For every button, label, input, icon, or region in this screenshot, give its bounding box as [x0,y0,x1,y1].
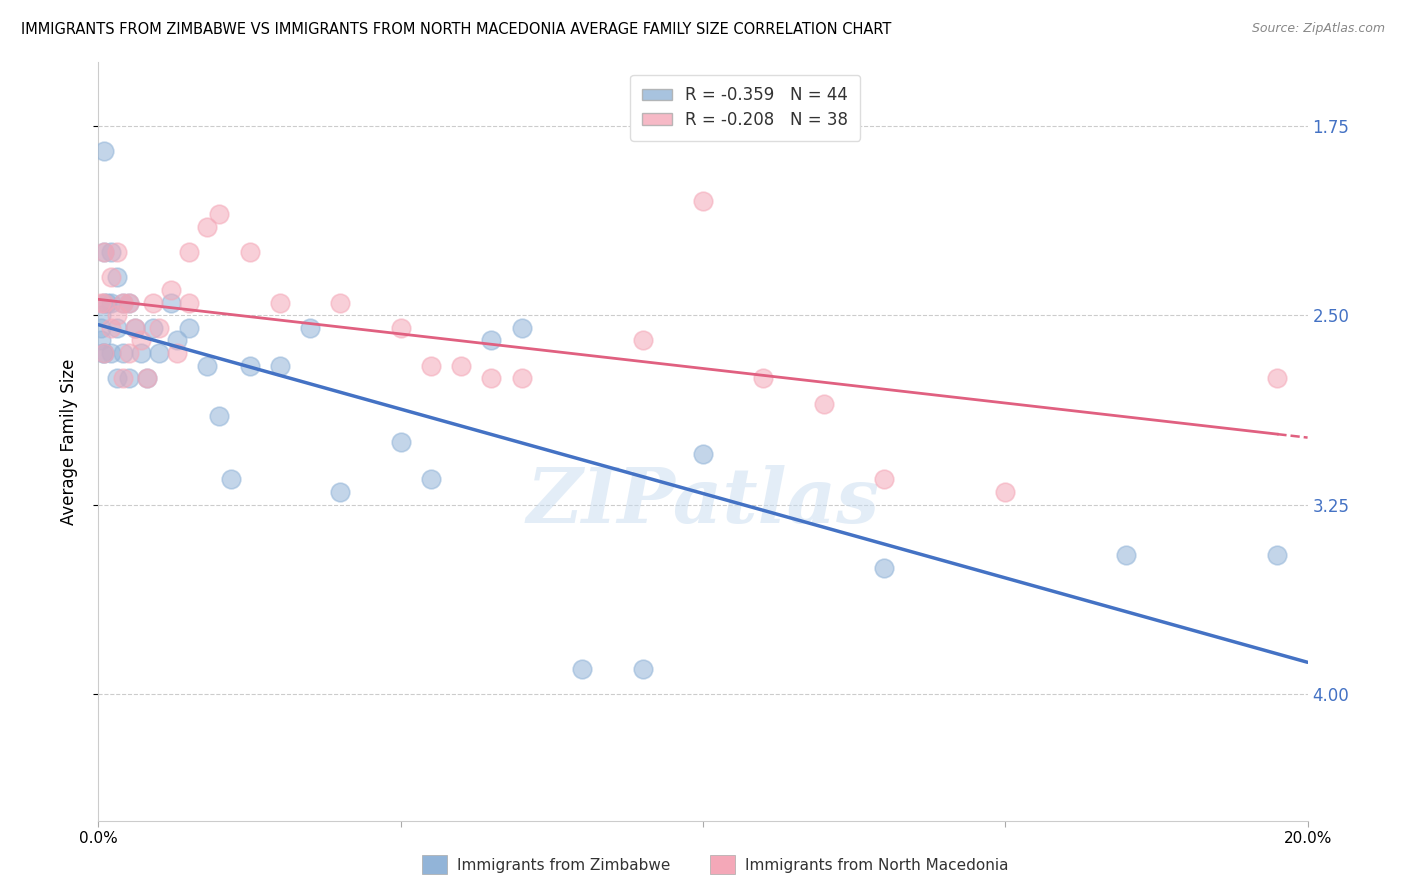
Point [100,270,122,285]
Point [93,346,115,360]
Point [111,371,134,385]
Text: Immigrants from North Macedonia: Immigrants from North Macedonia [745,858,1008,872]
Point [90,295,112,310]
Point [93,295,115,310]
Text: ZIPatlas: ZIPatlas [526,466,880,539]
Point [510,371,533,385]
Point [100,244,122,259]
Point [329,485,352,500]
Point [752,371,775,385]
Text: IMMIGRANTS FROM ZIMBABWE VS IMMIGRANTS FROM NORTH MACEDONIA AVERAGE FAMILY SIZE : IMMIGRANTS FROM ZIMBABWE VS IMMIGRANTS F… [21,22,891,37]
Point [90,334,112,348]
Point [269,359,291,373]
Point [111,346,134,360]
Point [195,219,218,234]
Point [111,295,134,310]
Point [179,320,201,334]
Text: Immigrants from Zimbabwe: Immigrants from Zimbabwe [457,858,671,872]
Point [135,371,157,385]
Point [118,371,141,385]
Point [91,346,114,360]
Point [873,473,896,487]
Point [994,485,1017,500]
Point [124,320,146,334]
Point [142,320,165,334]
Point [179,244,201,259]
Point [208,207,231,221]
Point [510,320,533,334]
Point [129,334,152,348]
Point [239,244,262,259]
Point [93,144,115,158]
Point [105,320,128,334]
Point [90,320,112,334]
Point [389,320,412,334]
Point [1267,548,1289,563]
Point [571,662,593,676]
Point [221,473,243,487]
Point [1115,548,1137,563]
Point [111,295,134,310]
Point [135,371,157,385]
Legend: R = -0.359   N = 44, R = -0.208   N = 38: R = -0.359 N = 44, R = -0.208 N = 38 [630,75,860,141]
Point [160,283,183,297]
Point [389,434,412,449]
Point [195,359,218,373]
Point [420,473,443,487]
Point [813,396,835,410]
Point [160,295,183,310]
Point [481,334,503,348]
Point [299,320,322,334]
Point [129,346,152,360]
Point [118,346,141,360]
Point [269,295,291,310]
Point [93,244,115,259]
Point [692,447,714,461]
Y-axis label: Average Family Size: Average Family Size [59,359,77,524]
Point [179,295,201,310]
Point [239,359,262,373]
Point [100,295,122,310]
Point [93,346,115,360]
Point [450,359,472,373]
Point [142,295,165,310]
Point [148,320,170,334]
Point [420,359,443,373]
Point [96,295,118,310]
Point [100,346,122,360]
Point [100,320,122,334]
Point [631,662,654,676]
Point [118,295,141,310]
Point [105,308,128,322]
Point [105,244,128,259]
Point [105,371,128,385]
Point [105,270,128,285]
Point [481,371,503,385]
Point [90,308,112,322]
Point [124,320,146,334]
Point [93,244,115,259]
Point [631,334,654,348]
Point [1267,371,1289,385]
Point [166,334,188,348]
Point [93,295,115,310]
Point [118,295,141,310]
Point [692,194,714,209]
Point [148,346,170,360]
Point [873,561,896,575]
Point [329,295,352,310]
Point [166,346,188,360]
Text: Source: ZipAtlas.com: Source: ZipAtlas.com [1251,22,1385,36]
Point [208,409,231,424]
